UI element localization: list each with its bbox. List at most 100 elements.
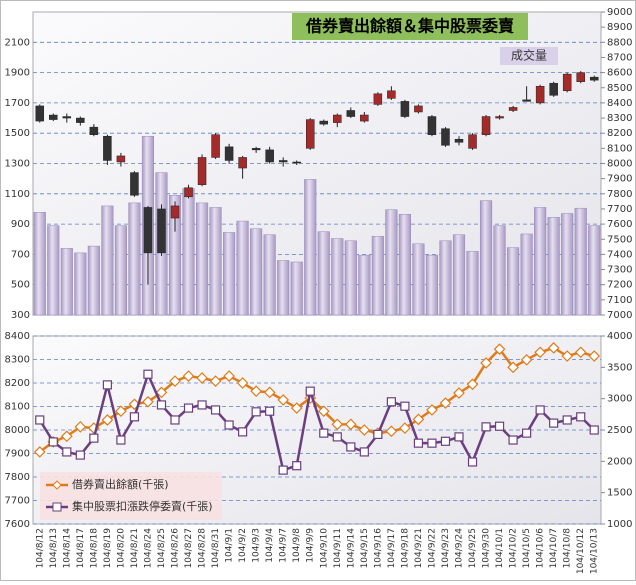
y2-tick-label: 8300 bbox=[607, 113, 632, 124]
volume-bar bbox=[33, 212, 46, 316]
marker bbox=[156, 400, 167, 410]
y2-tick-label: 7900 bbox=[607, 174, 632, 185]
x-tick-label: 104/10/1 bbox=[495, 528, 505, 568]
marker bbox=[277, 394, 290, 406]
candle-body bbox=[89, 126, 99, 135]
candle-body bbox=[508, 107, 518, 111]
marker bbox=[251, 407, 261, 417]
candle-body bbox=[278, 160, 288, 163]
marker bbox=[480, 357, 492, 369]
marker bbox=[520, 353, 533, 366]
volume-bar bbox=[195, 202, 209, 316]
marker bbox=[60, 430, 73, 443]
volume-bar bbox=[588, 225, 601, 316]
x-tick-label: 104/9/25 bbox=[468, 528, 478, 568]
x-tick-label: 104/9/2 bbox=[238, 528, 248, 563]
marker bbox=[332, 432, 342, 442]
y2-tick-label: 8500 bbox=[607, 83, 632, 94]
volume-bar bbox=[317, 231, 330, 316]
x-tick-label: 104/10/13 bbox=[590, 528, 600, 574]
y-tick-label: 2100 bbox=[5, 37, 30, 48]
marker bbox=[359, 447, 369, 457]
y-tick-label: 1300 bbox=[5, 159, 30, 170]
marker bbox=[290, 402, 303, 414]
volume-bar bbox=[385, 209, 398, 316]
candle-body bbox=[62, 116, 72, 119]
marker bbox=[170, 415, 180, 425]
y-tick-label: 8100 bbox=[5, 402, 30, 413]
candle-body bbox=[197, 157, 207, 185]
volume-bar bbox=[290, 261, 303, 316]
volume-bar bbox=[87, 245, 100, 316]
y2-tick-label: 7600 bbox=[607, 219, 632, 230]
x-tick-label: 104/10/8 bbox=[563, 528, 573, 569]
candle-body bbox=[265, 149, 274, 163]
y2-tick-label: 7200 bbox=[607, 280, 632, 291]
candle-body bbox=[414, 105, 423, 113]
volume-bar bbox=[547, 217, 560, 316]
y-tick-label: 7600 bbox=[5, 519, 30, 530]
marker bbox=[412, 413, 425, 426]
y2-tick-label: 8000 bbox=[607, 159, 632, 170]
volume-bar bbox=[263, 234, 276, 316]
marker bbox=[400, 401, 410, 411]
candle-body bbox=[157, 208, 166, 254]
marker bbox=[129, 412, 140, 422]
marker bbox=[89, 433, 99, 443]
candle-body bbox=[549, 82, 558, 96]
volume-bar bbox=[236, 220, 249, 316]
legend-label: 借券賣出餘額(千張) bbox=[72, 477, 169, 491]
x-tick-label: 104/10/2 bbox=[509, 528, 519, 568]
volume-bar bbox=[479, 200, 493, 316]
marker bbox=[386, 397, 396, 407]
x-tick-label: 104/9/11 bbox=[333, 528, 343, 568]
y2-tick-label: 1500 bbox=[607, 488, 632, 499]
marker bbox=[142, 395, 154, 408]
marker bbox=[439, 397, 452, 409]
y2-tick-label: 8900 bbox=[607, 22, 632, 33]
marker bbox=[440, 436, 451, 446]
legend-marker bbox=[52, 480, 62, 490]
marker bbox=[250, 385, 262, 397]
candle-body bbox=[427, 116, 437, 135]
marker bbox=[574, 346, 587, 359]
x-tick-label: 104/9/15 bbox=[360, 528, 370, 568]
marker bbox=[373, 429, 383, 439]
y2-tick-label: 2000 bbox=[607, 456, 632, 467]
marker bbox=[534, 346, 546, 359]
x-tick-label: 104/8/18 bbox=[89, 528, 99, 569]
marker bbox=[143, 369, 153, 379]
y-tick-label: 8200 bbox=[5, 378, 30, 389]
x-tick-label: 104/9/3 bbox=[252, 528, 262, 563]
volume-bar bbox=[114, 225, 127, 316]
marker bbox=[209, 375, 222, 387]
marker bbox=[547, 342, 560, 354]
volume-bar bbox=[74, 252, 87, 316]
candle-body bbox=[319, 120, 329, 125]
marker bbox=[33, 446, 46, 458]
volume-bar bbox=[277, 260, 290, 316]
volume-bar bbox=[250, 228, 263, 316]
y2-tick-label: 1000 bbox=[607, 519, 632, 530]
marker bbox=[278, 465, 288, 475]
marker bbox=[48, 437, 58, 447]
y2-tick-label: 9000 bbox=[607, 7, 632, 18]
marker bbox=[35, 415, 45, 425]
candle-body bbox=[305, 119, 315, 149]
y-tick-label: 500 bbox=[11, 280, 30, 291]
candle-body bbox=[441, 128, 450, 146]
marker bbox=[549, 418, 559, 428]
y2-tick-label: 7400 bbox=[607, 249, 632, 260]
chart-title: 借券賣出餘額＆集中股票委賣 bbox=[305, 17, 515, 36]
y2-tick-label: 7300 bbox=[607, 265, 632, 276]
marker bbox=[562, 415, 572, 425]
x-tick-label: 104/8/19 bbox=[103, 528, 113, 569]
y-tick-label: 1900 bbox=[5, 68, 30, 79]
y2-tick-label: 7700 bbox=[607, 204, 632, 215]
marker bbox=[196, 372, 208, 384]
marker bbox=[576, 412, 586, 422]
candle-body bbox=[292, 161, 301, 164]
volume-bar bbox=[398, 214, 411, 316]
marker bbox=[101, 414, 114, 426]
x-tick-label: 104/10/12 bbox=[576, 528, 586, 574]
